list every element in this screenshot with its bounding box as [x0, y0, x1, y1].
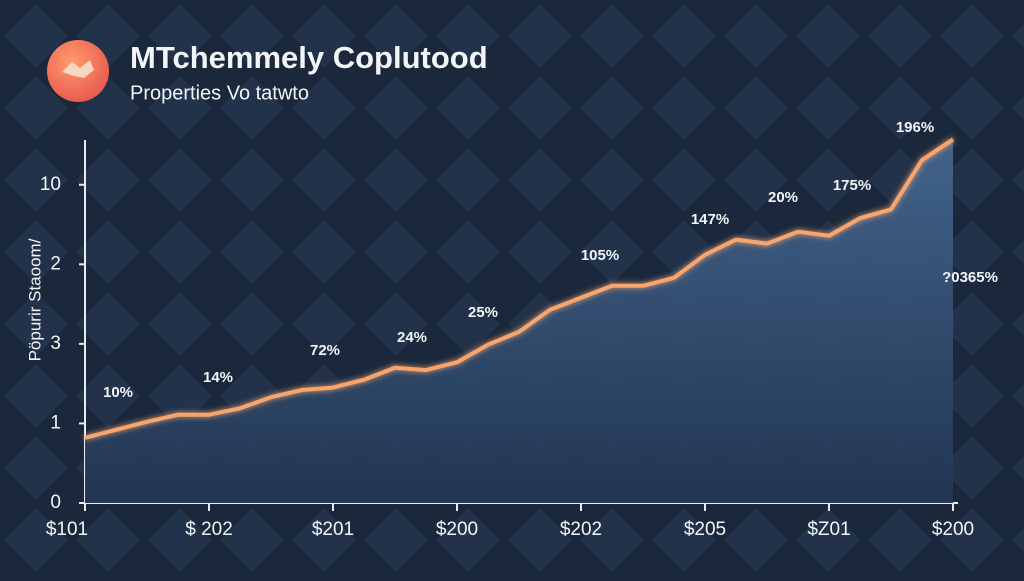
x-tick-label: $202: [560, 519, 602, 540]
annotation: 24%: [397, 329, 427, 346]
logo-glyph: [62, 60, 94, 78]
area: [85, 139, 953, 503]
y-tick-label: 0: [50, 492, 61, 513]
line: [84, 137, 955, 440]
y-tick-label: 3: [50, 333, 61, 354]
annotation: 196%: [896, 119, 934, 136]
x-tick-label: $200: [436, 519, 478, 540]
annotation: 147%: [691, 211, 729, 228]
annotation: 14%: [203, 369, 233, 386]
y-tick-label: 1: [50, 412, 61, 433]
annotation: ?0365%: [942, 269, 998, 286]
annotation: 105%: [581, 247, 619, 264]
x-tick-label: $ 202: [185, 519, 233, 540]
annotation: 25%: [468, 304, 498, 321]
x-tick-label: $200: [932, 519, 974, 540]
x-tick-label: $Z01: [807, 519, 850, 540]
y-tick-label: 2: [50, 253, 61, 274]
annotation: 72%: [310, 342, 340, 359]
x-tick-label: $101: [46, 519, 88, 540]
annotation: 175%: [833, 177, 871, 194]
annotation: 20%: [768, 189, 798, 206]
chart-subtitle: Properties Vo tatwto: [130, 82, 309, 104]
chart-title: MTchemmely Coplutood: [130, 40, 488, 75]
y-axis-label: Pöpurir Staoom/: [25, 238, 44, 361]
x-tick-label: $205: [684, 519, 726, 540]
annotation: 10%: [103, 384, 133, 401]
y-tick-label: 10: [40, 174, 61, 195]
x-tick-label: $201: [312, 519, 354, 540]
